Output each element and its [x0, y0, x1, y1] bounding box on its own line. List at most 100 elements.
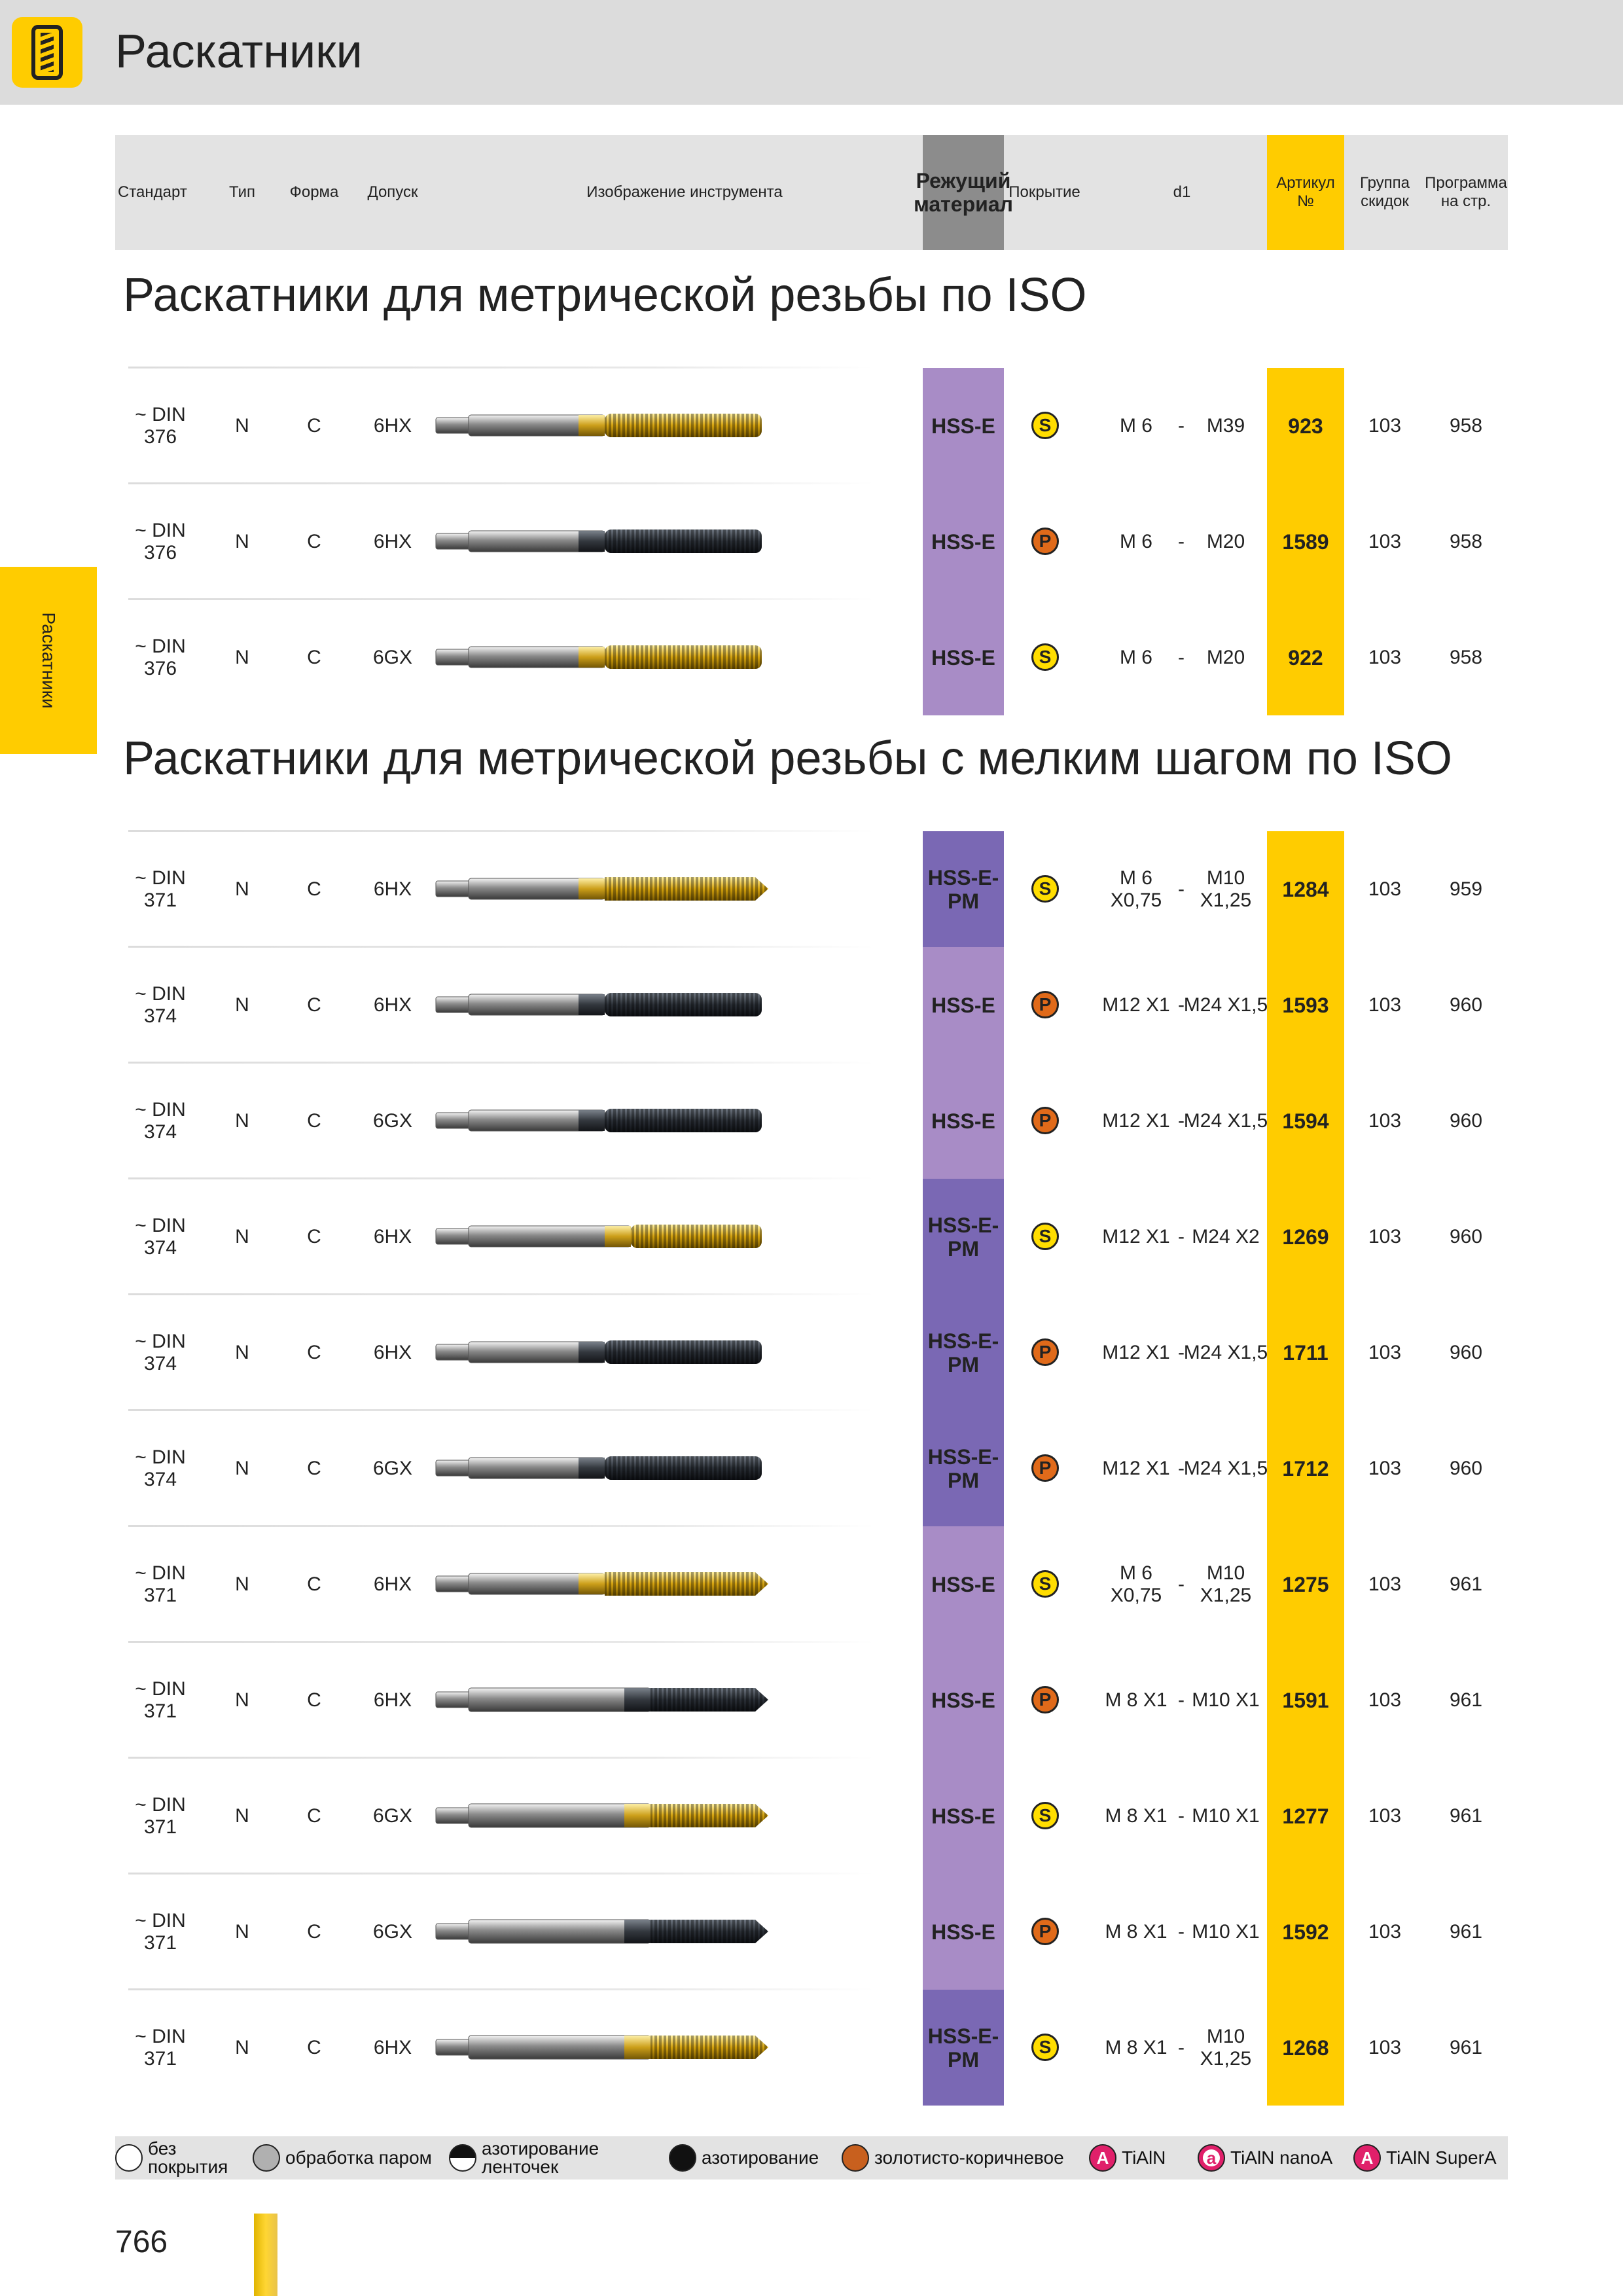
material-cell: HSS-E- PM: [923, 1179, 1004, 1295]
coating-P-icon: P: [1031, 1686, 1059, 1713]
table-row[interactable]: ~ DIN 374 N C 6GX HSS-E- PM P M12 X1- M24 X1,5 171…: [115, 1410, 1508, 1526]
coating-S-icon: S: [1031, 875, 1059, 903]
material-line1: HSS-E: [931, 993, 995, 1017]
d1-to-line1: M24 X1,5: [1183, 1457, 1268, 1479]
program-page[interactable]: 961: [1449, 1804, 1483, 1827]
standard-line1: ~ DIN: [135, 1562, 186, 1584]
table-row[interactable]: ~ DIN 371 N C 6GX HSS-E S M 8 X1- M10 X1 1277 103 9…: [115, 1758, 1508, 1874]
standard-line2: 376: [143, 541, 177, 564]
material-cell-band: [923, 368, 1004, 484]
program-page[interactable]: 960: [1449, 1341, 1483, 1363]
program-page[interactable]: 960: [1449, 1225, 1483, 1247]
article-number[interactable]: 1284: [1282, 877, 1329, 901]
side-tab-label: Раскатники: [39, 612, 59, 709]
article-number[interactable]: 1712: [1282, 1456, 1329, 1480]
program-page[interactable]: 960: [1449, 1457, 1483, 1479]
form-cell: C: [307, 1341, 321, 1363]
tool-image: [435, 1210, 775, 1266]
standard-line1: ~ DIN: [135, 982, 186, 1005]
section-title: Раскатники для метрической резьбы с мелк…: [123, 732, 1452, 785]
table-row[interactable]: ~ DIN 374 N C 6HX HSS-E- PM S M12 X1- M24 X2 1269 1…: [115, 1179, 1508, 1295]
type-cell: N: [235, 2036, 249, 2058]
material-line1: HSS-E-: [927, 865, 999, 889]
article-number[interactable]: 1594: [1282, 1109, 1329, 1133]
legend-label: без: [148, 2138, 177, 2159]
type-cell: N: [235, 1573, 249, 1595]
article-number[interactable]: 1275: [1282, 1572, 1329, 1596]
article-number[interactable]: 1269: [1282, 1225, 1329, 1249]
table-row[interactable]: ~ DIN 371 N C 6GX HSS-E P M 8 X1- M10 X1 1592 103 9…: [115, 1874, 1508, 1990]
row-separator: [128, 1757, 874, 1759]
article-number[interactable]: 922: [1288, 645, 1323, 670]
article-number[interactable]: 923: [1288, 414, 1323, 438]
article-number[interactable]: 1592: [1282, 1920, 1329, 1944]
article-number[interactable]: 1711: [1283, 1340, 1329, 1365]
header-material: Режущий материал: [914, 135, 1013, 250]
article-number[interactable]: 1589: [1282, 529, 1329, 554]
article-column-band: [1267, 368, 1344, 715]
table-row[interactable]: ~ DIN 376 N C 6GX HSS-E S M 6 - M20 922 103 958: [115, 600, 1508, 715]
table-header: Стандарт Тип Форма Допуск Изображение ин…: [115, 135, 1508, 250]
article-number[interactable]: 1277: [1282, 1804, 1329, 1828]
material-cell: HSS-E: [923, 1874, 1004, 1990]
program-page[interactable]: 961: [1449, 1573, 1483, 1595]
table-row[interactable]: ~ DIN 371 N C 6HX HSS-E S M 6 X0,75- M10 X1,25 1275…: [115, 1526, 1508, 1642]
coating-S-icon: S: [1031, 1223, 1059, 1250]
d1-dash: -: [1178, 994, 1185, 1016]
header-type: Тип: [228, 183, 255, 201]
d1-from-line2: X0,75: [1110, 1584, 1162, 1606]
d1-to-line2: X1,25: [1200, 1584, 1252, 1606]
table-row[interactable]: ~ DIN 374 N C 6HX HSS-E- PM P M12 X1- M24 X1,5 171…: [115, 1295, 1508, 1410]
steam-icon: [253, 2144, 280, 2172]
program-page[interactable]: 961: [1449, 2036, 1483, 2058]
header-discount: Группа скидок: [1346, 135, 1424, 250]
d1-dash: -: [1178, 1804, 1185, 1827]
d1-from-line1: M 8 X1: [1105, 1804, 1168, 1827]
standard-line1: ~ DIN: [135, 1214, 186, 1236]
type-cell: N: [235, 878, 249, 900]
goldbrown-icon: [842, 2144, 869, 2172]
standard-cell: ~ DIN 374: [124, 1063, 196, 1179]
table-row[interactable]: ~ DIN 376 N C 6HX HSS-E S M 6 - M39 923 103 958: [115, 368, 1508, 484]
coating-P-icon: P: [1031, 1454, 1059, 1482]
article-number[interactable]: 1591: [1282, 1688, 1329, 1712]
discount-group: 103: [1368, 530, 1402, 552]
program-page[interactable]: 958: [1449, 530, 1483, 552]
program-page[interactable]: 958: [1449, 414, 1483, 437]
program-page[interactable]: 958: [1449, 646, 1483, 668]
header-material-line2: материал: [914, 192, 1013, 216]
form-cell: C: [307, 414, 321, 437]
tolerance-cell: 6HX: [373, 2036, 412, 2058]
header-coating: Покрытие: [1008, 183, 1080, 201]
page-accent-bar: [254, 2214, 277, 2296]
tool-image: [435, 1789, 775, 1845]
program-page[interactable]: 959: [1449, 878, 1483, 900]
program-page[interactable]: 960: [1449, 994, 1483, 1016]
table-row[interactable]: ~ DIN 371 N C 6HX HSS-E- PM S M 8 X1- M10 X1,25 126…: [115, 1990, 1508, 2106]
legend-label: обработка паром: [285, 2147, 432, 2168]
article-number[interactable]: 1593: [1282, 993, 1329, 1017]
table-row[interactable]: ~ DIN 371 N C 6HX HSS-E- PM S M 6 X0,75- M10 X1,25 1…: [115, 831, 1508, 947]
d1-to: M10 X1: [1183, 1758, 1268, 1874]
material-line1: HSS-E-: [927, 1444, 999, 1469]
table-row[interactable]: ~ DIN 374 N C 6HX HSS-E P M12 X1- M24 X1,5 1593 10…: [115, 947, 1508, 1063]
d1-to-line1: M10: [1206, 867, 1245, 889]
material-cell: HSS-E: [923, 947, 1004, 1063]
table-row[interactable]: ~ DIN 376 N C 6HX HSS-E P M 6 - M20 1589 103 958: [115, 484, 1508, 600]
header-discount-line1: Группа: [1359, 174, 1410, 192]
gold-forming-tap-icon: [435, 877, 768, 901]
d1-dash: -: [1178, 1225, 1185, 1247]
table-row[interactable]: ~ DIN 374 N C 6GX HSS-E P M12 X1- M24 X1,5 1594 10…: [115, 1063, 1508, 1179]
side-tab[interactable]: Раскатники: [0, 567, 97, 754]
standard-line1: ~ DIN: [135, 1909, 186, 1931]
table-row[interactable]: ~ DIN 371 N C 6HX HSS-E P M 8 X1- M10 X1 1591 103 9…: [115, 1642, 1508, 1758]
d1-from-line1: M 6: [1119, 867, 1152, 889]
header-form: Форма: [289, 183, 339, 201]
program-page[interactable]: 960: [1449, 1109, 1483, 1132]
material-cell-band: [923, 1758, 1004, 1874]
article-number[interactable]: 1268: [1282, 2036, 1329, 2060]
program-page[interactable]: 961: [1449, 1920, 1483, 1943]
form-cell: C: [307, 1689, 321, 1711]
tolerance-cell: 6GX: [372, 1109, 413, 1132]
program-page[interactable]: 961: [1449, 1689, 1483, 1711]
